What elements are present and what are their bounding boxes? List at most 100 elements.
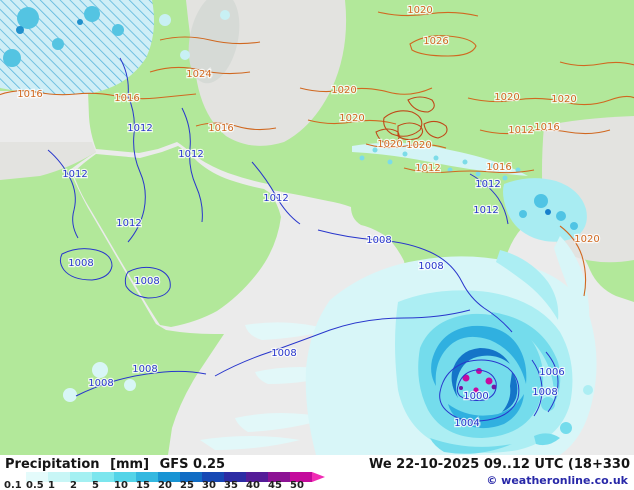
pressure-label: 1008 (134, 276, 159, 287)
scale-value: 15 (136, 480, 150, 490)
forecast-datetime: We 22-10-2025 09..12 UTC (18+330 (368, 457, 630, 472)
scale-value: 45 (268, 480, 282, 490)
scale-value: 1 (48, 480, 55, 490)
scale-value: 0.5 (26, 480, 44, 490)
scale-value: 25 (180, 480, 194, 490)
scale-value: 35 (224, 480, 238, 490)
copyright-link[interactable]: © weatheronline.co.uk (486, 474, 628, 487)
contours-blue (47, 57, 559, 422)
scale-segment (70, 472, 92, 482)
color-scale-labels: 0.1 0.5 1 2 5 10 15 20 25 30 35 40 45 50 (4, 480, 344, 490)
cyclone-arm-ne (490, 312, 561, 404)
pressure-label: 1004 (454, 418, 479, 429)
precip-bangladesh (503, 178, 587, 242)
scale-segment (224, 472, 246, 482)
pressure-label: 1020 (406, 140, 431, 151)
pressure-label: 1012 (415, 163, 440, 174)
scale-value: 40 (246, 480, 260, 490)
pressure-label: 1016 (486, 162, 511, 173)
pressure-label: 1024 (186, 69, 211, 80)
color-scale-arrow (312, 472, 325, 482)
cyclone (305, 250, 597, 455)
cyclone-blue-core-arc (451, 348, 510, 398)
pressure-label: 1012 (473, 205, 498, 216)
cyclone-azure-nw (431, 325, 527, 386)
land-africa (0, 142, 224, 455)
scale-segment (268, 472, 290, 482)
pressure-label: 1026 (423, 36, 448, 47)
pressure-label: 1020 (331, 85, 356, 96)
legend-model: GFS 0.25 (159, 457, 226, 472)
scale-value: 0.1 (4, 480, 22, 490)
scale-value: 10 (114, 480, 128, 490)
pressure-label: 1016 (534, 122, 559, 133)
cyclone-purple-cores (459, 384, 497, 390)
pressure-label: 1008 (68, 258, 93, 269)
precip-bangladesh-core (545, 209, 551, 215)
pressure-label: 1020 (551, 94, 576, 105)
pressure-label: 1016 (208, 123, 233, 134)
pressure-label: 1008 (532, 387, 557, 398)
precip-himalaya-specks (359, 147, 521, 181)
precip-bangladesh-spots (519, 194, 578, 230)
pressure-label: 1020 (494, 92, 519, 103)
pressure-label: 1020 (407, 5, 432, 16)
terrain-egypt (0, 142, 96, 180)
weather-map-canvas: 1016 1016 1024 1016 1020 1026 1020 1020 1020 1020… (0, 0, 634, 455)
scale-value: 20 (158, 480, 172, 490)
pressure-label: 1012 (62, 169, 87, 180)
scale-value: 50 (290, 480, 304, 490)
legend-unit: [mm] (110, 457, 150, 472)
precip-anatolia-spots (3, 6, 124, 67)
cyclone-blue-east-arc (502, 372, 518, 412)
scale-segment (92, 472, 114, 482)
isobar-labels: 1016 1016 1024 1016 1020 1026 1020 1020 1020 1020… (16, 4, 601, 430)
color-scale-bar (4, 472, 312, 482)
contours-orange (0, 11, 634, 297)
scale-segment (136, 472, 158, 482)
legend-bar: Precipitation [mm] GFS 0.25 We 22-10-202… (0, 455, 634, 490)
pressure-label: 1012 (116, 218, 141, 229)
pressure-label: 1012 (127, 123, 152, 134)
scale-segment (180, 472, 202, 482)
pressure-label: 1008 (271, 348, 296, 359)
precip-africa-specks (63, 362, 136, 402)
scale-value: 2 (70, 480, 77, 490)
pressure-label: 1006 (539, 367, 564, 378)
scale-segment (26, 472, 48, 482)
scale-segment (4, 472, 26, 482)
scale-segment (290, 472, 312, 482)
scale-segment (48, 472, 70, 482)
scale-value: 5 (92, 480, 99, 490)
pressure-label: 1008 (132, 364, 157, 375)
legend-title-text: Precipitation (5, 457, 100, 472)
pressure-label: 1012 (178, 149, 203, 160)
weather-map: 1016 1016 1024 1016 1020 1026 1020 1020 1020 1020… (0, 0, 634, 455)
scale-segment (158, 472, 180, 482)
cyclone-north-arm (496, 250, 559, 320)
scale-segment (114, 472, 136, 482)
pressure-label: 1020 (377, 139, 402, 150)
pressure-label: 1008 (366, 235, 391, 246)
legend-title: Precipitation [mm] GFS 0.25 (5, 457, 231, 472)
scale-value: 30 (202, 480, 216, 490)
pressure-label: 1020 (339, 113, 364, 124)
pressure-label: 1012 (508, 125, 533, 136)
cyclone-azure-s (448, 394, 524, 429)
pressure-label: 1016 (17, 89, 42, 100)
scale-segment (202, 472, 224, 482)
pressure-label: 1020 (574, 234, 599, 245)
cyclone-magenta-cores (462, 368, 493, 393)
precip-caspian-specks (159, 10, 230, 60)
land-arabia (73, 146, 281, 327)
pressure-label: 1008 (88, 378, 113, 389)
precip-anatolia-dark (16, 19, 83, 34)
precip-blacksea-hatch (0, 0, 154, 95)
pressure-label: 1016 (114, 93, 139, 104)
precipitation-layer (0, 0, 597, 455)
pressure-label: 1000 (463, 391, 488, 402)
precip-himalaya-band (352, 142, 528, 176)
pressure-label: 1012 (475, 179, 500, 190)
cyclone-arm-s (430, 438, 512, 454)
